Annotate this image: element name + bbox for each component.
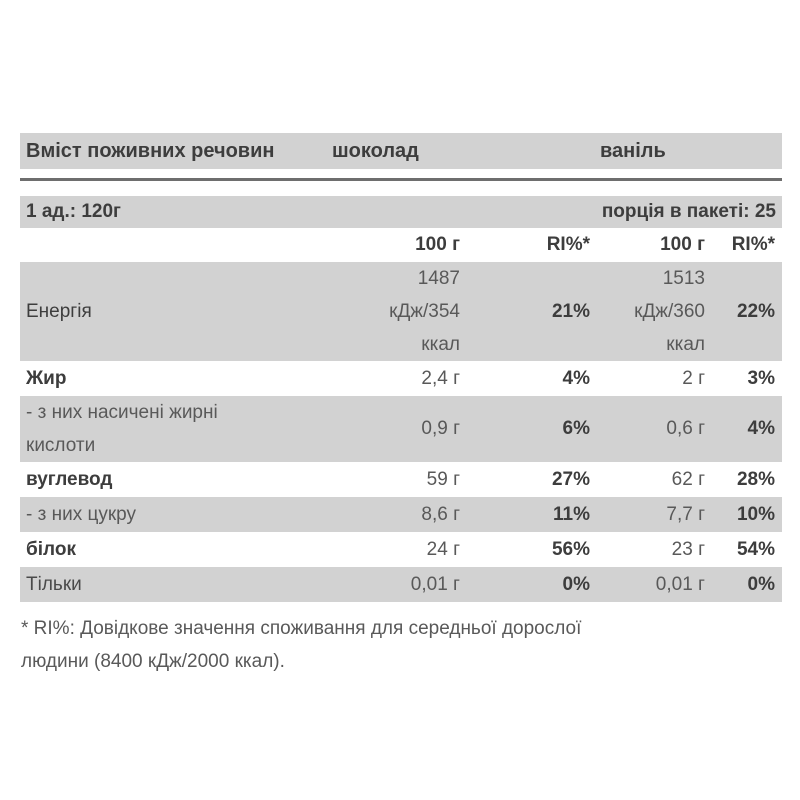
table-row-fat: Жир 2,4 г 4% 2 г 3% [20, 361, 782, 396]
vanilla-per-100g-value: 23 г [671, 538, 705, 560]
vanilla-per-100g-value: 1513 кДж/360 ккал [634, 267, 705, 355]
vanilla-ri-header: RI%* [731, 234, 775, 255]
chocolate-per-100g-value: 1487 кДж/354 ккал [389, 267, 460, 355]
column-header-row: 100 г RI%* 100 г RI%* [20, 228, 782, 262]
flavor-column-vanilla: ваніль [600, 140, 666, 162]
chocolate-ri-header: RI%* [546, 234, 590, 255]
chocolate-ri-value: 21% [551, 300, 590, 322]
vanilla-per-100g-header: 100 г [660, 234, 705, 255]
chocolate-per-100g-value: 8,6 г [421, 503, 460, 525]
flavor-column-chocolate: шоколад [332, 140, 419, 162]
vanilla-per-100g-value: 0,01 г [655, 573, 705, 595]
chocolate-ri-value: 11% [553, 503, 590, 525]
chocolate-per-100g-value: 59 г [426, 468, 460, 490]
serving-info-row: 1 ад.: 120г порція в пакеті: 25 [20, 195, 782, 228]
table-header-row: Вміст поживних речовин шоколад ваніль [20, 133, 782, 169]
row-label: Енергія [26, 300, 92, 322]
nutrient-content-heading: Вміст поживних речовин [26, 140, 275, 162]
chocolate-ri-value: 6% [562, 418, 590, 439]
row-label: - з них цукру [26, 503, 137, 525]
chocolate-per-100g-header: 100 г [415, 234, 460, 255]
row-label: - з них насичені жирні кислоти [26, 401, 218, 456]
table-row-salt: Тільки 0,01 г 0% 0,01 г 0% [20, 566, 782, 602]
vanilla-ri-value: 22% [736, 300, 775, 322]
chocolate-ri-value: 27% [551, 468, 590, 490]
divider-line [20, 178, 782, 181]
vanilla-ri-value: 28% [736, 468, 775, 490]
chocolate-ri-value: 56% [551, 538, 590, 560]
table-row-carbohydrate: вуглевод 59 г 27% 62 г 28% [20, 462, 782, 497]
chocolate-ri-value: 4% [562, 367, 590, 389]
row-label: Тільки [26, 573, 82, 595]
vanilla-ri-value: 54% [736, 538, 775, 560]
portions-per-pack: порція в пакеті: 25 [601, 200, 776, 222]
row-label: Жир [26, 367, 67, 389]
table-row-protein: білок 24 г 56% 23 г 54% [20, 532, 782, 567]
row-label: білок [26, 538, 76, 560]
vanilla-ri-value: 10% [736, 503, 775, 525]
serving-size: 1 ад.: 120г [26, 200, 121, 222]
vanilla-ri-value: 0% [747, 573, 775, 595]
vanilla-per-100g-value: 2 г [682, 367, 705, 389]
table-row-energy: Енергія 1487 кДж/354 ккал 21% 1513 кДж/3… [20, 261, 782, 361]
vanilla-per-100g-value: 0,6 г [666, 418, 705, 439]
chocolate-per-100g-value: 24 г [426, 538, 460, 560]
vanilla-ri-value: 4% [747, 418, 775, 439]
vanilla-ri-value: 3% [747, 367, 775, 389]
vanilla-per-100g-value: 7,7 г [666, 503, 705, 525]
table-row-sugars: - з них цукру 8,6 г 11% 7,7 г 10% [20, 496, 782, 532]
nutrition-table: Вміст поживних речовин шоколад ваніль 1 … [20, 133, 782, 678]
table-row-saturated-fat: - з них насичені жирні кислоти 0,9 г 6% … [20, 395, 782, 462]
ri-footnote: * RI%: Довідкове значення споживання для… [21, 617, 582, 672]
row-label: вуглевод [26, 468, 113, 490]
chocolate-per-100g-value: 0,01 г [410, 573, 460, 595]
chocolate-ri-value: 0% [562, 573, 590, 595]
chocolate-per-100g-value: 0,9 г [421, 418, 460, 439]
chocolate-per-100g-value: 2,4 г [421, 367, 460, 389]
vanilla-per-100g-value: 62 г [671, 468, 705, 490]
